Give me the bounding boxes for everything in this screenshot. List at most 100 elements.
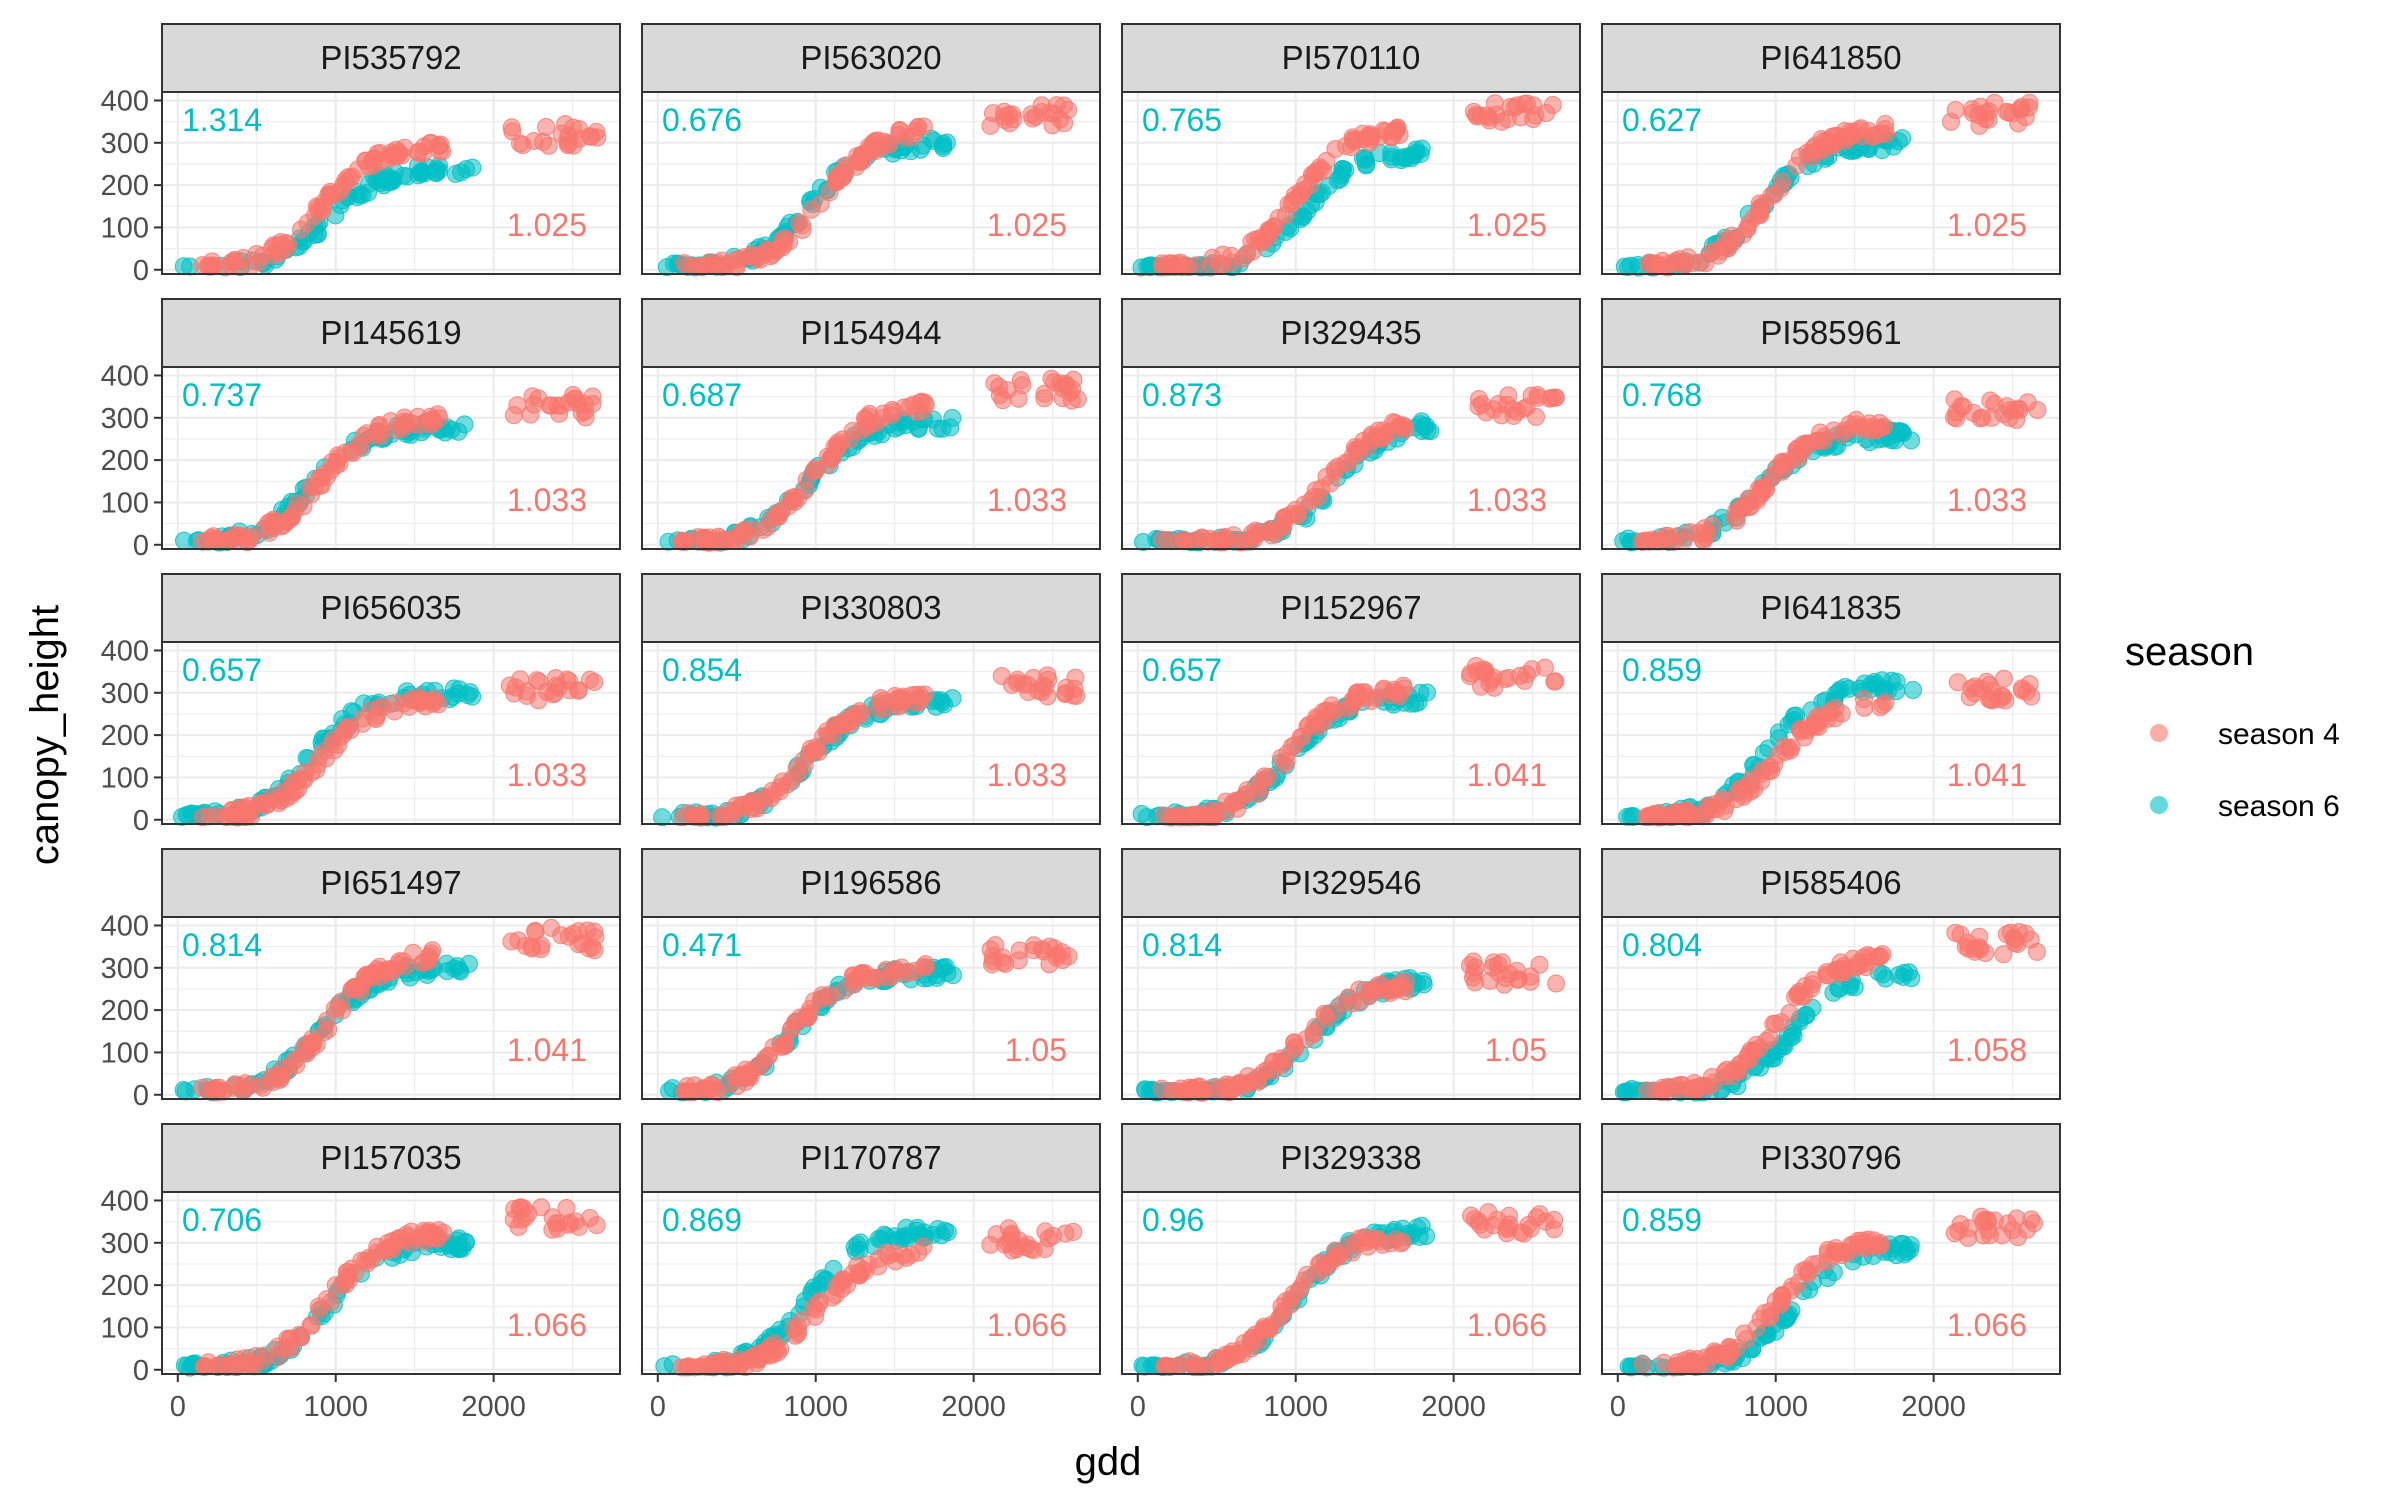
- point-season-4: [587, 1216, 606, 1235]
- y-tick-label: 100: [101, 212, 149, 244]
- point-season-6: [460, 683, 479, 702]
- facet-panel: PI651497 0.814 1.041 0 100 200 300 400: [101, 848, 621, 1112]
- points: [1615, 93, 2039, 277]
- y-tick-label: 0: [133, 1355, 149, 1387]
- point-season-4: [529, 389, 548, 408]
- point-season-4: [312, 476, 331, 495]
- point-season-4: [673, 531, 692, 550]
- point-season-4: [735, 1065, 754, 1084]
- point-season-4: [996, 954, 1015, 973]
- label-season-4: 1.066: [1947, 1307, 2027, 1343]
- point-season-4: [727, 256, 746, 275]
- point-season-4: [1773, 172, 1792, 191]
- point-season-4: [420, 949, 439, 968]
- label-season-6: 0.96: [1142, 1202, 1204, 1238]
- facet-panel: PI145619 0.737 1.033 0 100 200 300 400: [101, 298, 621, 562]
- point-season-4: [502, 118, 521, 137]
- point-season-4: [802, 200, 821, 219]
- legend-label-season-6: season 6: [2218, 790, 2340, 823]
- point-season-4: [281, 786, 300, 805]
- facet-panel: PI154944 0.687 1.033: [641, 298, 1101, 552]
- points: [174, 115, 607, 277]
- point-season-4: [1798, 721, 1817, 740]
- point-season-4: [788, 1325, 807, 1344]
- point-season-4: [995, 102, 1014, 121]
- point-season-4: [1010, 941, 1029, 960]
- point-season-4: [210, 532, 229, 551]
- point-season-4: [1272, 1297, 1291, 1316]
- label-season-6: 0.854: [662, 652, 742, 688]
- point-season-6: [1132, 804, 1151, 823]
- point-season-4: [549, 678, 568, 697]
- point-season-4: [848, 147, 867, 166]
- label-season-4: 1.033: [987, 757, 1067, 793]
- point-season-4: [230, 258, 249, 277]
- point-season-4: [558, 136, 577, 155]
- point-season-4: [871, 689, 890, 708]
- point-season-4: [1834, 128, 1853, 147]
- point-season-4: [1466, 973, 1485, 992]
- point-season-4: [1695, 524, 1714, 543]
- point-season-4: [1718, 1348, 1737, 1367]
- facet-panel: PI535792 1.314 1.025 0 100 200 300 400: [101, 23, 621, 287]
- point-season-4: [1372, 429, 1391, 448]
- point-season-4: [1016, 1238, 1035, 1257]
- point-season-4: [1737, 220, 1756, 239]
- point-season-4: [516, 936, 535, 955]
- x-tick-label: 1000: [783, 1391, 848, 1423]
- panel-border: [641, 366, 1101, 550]
- point-season-4: [763, 245, 782, 264]
- point-season-4: [731, 1354, 750, 1373]
- label-season-6: 0.657: [182, 652, 262, 688]
- point-season-4: [1714, 790, 1733, 809]
- point-season-4: [504, 406, 523, 425]
- x-tick-label: 0: [650, 1391, 666, 1423]
- label-season-4: 1.033: [507, 482, 587, 518]
- point-season-4: [773, 230, 792, 249]
- point-season-6: [848, 1235, 867, 1254]
- point-season-4: [262, 246, 281, 265]
- point-season-6: [908, 1218, 927, 1237]
- y-tick-label: 300: [101, 1228, 149, 1260]
- point-season-6: [1619, 258, 1638, 277]
- label-season-6: 0.706: [182, 1202, 262, 1238]
- point-season-6: [377, 170, 396, 189]
- point-season-4: [797, 470, 816, 489]
- point-season-4: [271, 1069, 290, 1088]
- y-tick-label: 400: [101, 85, 149, 117]
- point-season-4: [2020, 674, 2039, 693]
- label-season-6: 0.737: [182, 377, 262, 413]
- point-season-4: [787, 759, 806, 778]
- point-season-4: [281, 1329, 300, 1348]
- point-season-6: [933, 419, 952, 438]
- facet-title: PI535792: [320, 39, 461, 76]
- point-season-4: [867, 969, 886, 988]
- legend-label-season-4: season 4: [2218, 718, 2340, 751]
- point-season-4: [381, 412, 400, 431]
- legend-title: season: [2125, 630, 2254, 674]
- point-season-4: [1259, 1060, 1278, 1079]
- point-season-6: [1831, 680, 1850, 699]
- point-season-4: [1363, 981, 1382, 1000]
- label-season-4: 1.058: [1947, 1032, 2027, 1068]
- point-season-4: [1350, 1229, 1369, 1248]
- point-season-4: [1977, 672, 1996, 691]
- point-season-4: [820, 988, 839, 1007]
- point-season-4: [1381, 1234, 1400, 1253]
- point-season-4: [1974, 1226, 1993, 1245]
- facet-title: PI152967: [1280, 589, 1421, 626]
- facet-panel: PI152967 0.657 1.041: [1121, 573, 1581, 827]
- facet-title: PI570110: [1282, 39, 1421, 76]
- point-season-4: [1339, 454, 1358, 473]
- point-season-4: [1511, 108, 1530, 127]
- point-season-4: [1698, 797, 1717, 816]
- point-season-4: [243, 527, 262, 546]
- point-season-4: [505, 684, 524, 703]
- point-season-4: [537, 117, 556, 136]
- point-season-4: [336, 443, 355, 462]
- label-season-6: 1.314: [182, 102, 262, 138]
- facet-panel: PI170787 0.869 1.066 0 1000 2000: [641, 1123, 1101, 1423]
- label-season-4: 1.025: [507, 207, 587, 243]
- point-season-4: [1286, 1038, 1305, 1057]
- point-season-4: [1192, 529, 1211, 548]
